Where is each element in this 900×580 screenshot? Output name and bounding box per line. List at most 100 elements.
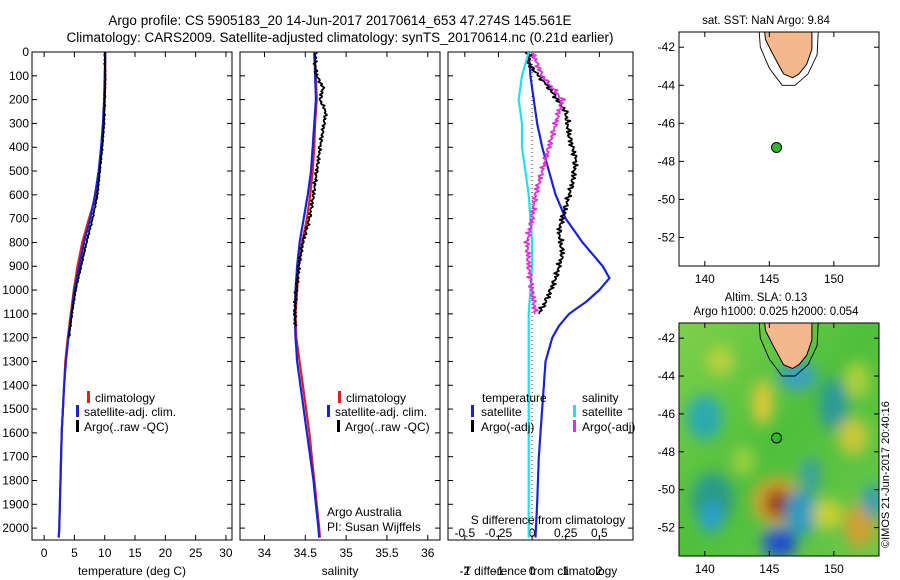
difference-panel: -2 -1 0 1 2-0.5 -0.25 0 0.25 0.5T difference fro… [448, 51, 633, 578]
sla-anomaly-blob [844, 360, 870, 399]
sla-anomaly-blob [784, 489, 819, 536]
lon-tick-label: 150 [824, 562, 844, 576]
y-tick-label: 500 [9, 164, 29, 178]
legend-swatch-satellite [327, 405, 330, 417]
salinity-panel: 34 34.5 35 35.5 36 salinity [240, 51, 440, 578]
difference-legend: temperature satellite Argo(-adj) salinit… [471, 391, 635, 434]
lat-tick-label: -46 [658, 407, 676, 421]
lon-tick-label: 145 [759, 272, 779, 286]
y-tick-label: 2000 [2, 521, 29, 535]
temperature-legend: climatology satellite-adj. clim. Argo(..… [76, 391, 176, 434]
top-x-tick-label: -0.5 [454, 526, 475, 540]
series-line-temperature-satellite [527, 51, 611, 538]
lat-tick-label: -48 [658, 154, 676, 168]
y-tick-label: 300 [9, 116, 29, 130]
top-x-tick-label: -0.25 [485, 526, 513, 540]
lat-tick-label: -52 [658, 521, 676, 535]
temperature-panel: 0 5 10 15 20 25 300100200300400500600700800900… [2, 45, 233, 578]
y-tick-label: 0 [22, 45, 29, 59]
x-tick-label: 10 [98, 546, 112, 560]
series-line-salinity-argo-adj- [523, 51, 567, 315]
sla-anomaly-blob [819, 377, 849, 431]
sla-anomaly-blob [800, 457, 821, 492]
legend-label-climatology: climatology [95, 391, 155, 405]
x-tick-label: -1 [493, 564, 504, 578]
legend-label-argo: Argo(..raw -QC) [345, 420, 430, 434]
argo-float-marker [771, 432, 783, 444]
argo-float-marker [771, 141, 783, 153]
sla-anomaly-blob [770, 495, 787, 515]
legend-swatch-temp-satellite [471, 405, 474, 417]
series-line-temperature-argo-adj- [525, 51, 579, 315]
lon-tick-label: 140 [695, 272, 715, 286]
lat-tick-label: -44 [658, 369, 676, 383]
sla-anomaly-blob [773, 535, 792, 555]
sla-anomalies [686, 345, 879, 556]
y-tick-label: 1900 [2, 497, 29, 511]
series-line-satellite-adj-clim- [57, 51, 107, 538]
legend-swatch-sal-satellite [573, 405, 576, 417]
difference-panel-frame [447, 51, 634, 541]
lat-tick-label: -44 [658, 78, 676, 92]
lon-tick-label: 140 [695, 562, 715, 576]
x-tick-label: 20 [159, 546, 173, 560]
y-tick-label: 600 [9, 188, 29, 202]
top-x-tick-label: 0.5 [591, 526, 608, 540]
y-tick-label: 1700 [2, 450, 29, 464]
x-tick-label: 36 [421, 546, 435, 560]
x-tick-label: 0 [529, 564, 536, 578]
sla-map-title-line1: Altim. SLA: 0.13 [725, 292, 807, 304]
legend-label-temp-satellite: satellite [481, 405, 522, 419]
legend-heading-temperature: temperature [482, 391, 547, 405]
sla-anomaly-blob [811, 499, 843, 530]
x-tick-label: 35.5 [375, 546, 399, 560]
lat-tick-label: -52 [658, 230, 676, 244]
x-tick-label: 34.5 [294, 546, 318, 560]
top-x-tick-label: 0.25 [554, 526, 578, 540]
lat-tick-label: -46 [658, 116, 676, 130]
y-tick-label: 1000 [2, 283, 29, 297]
y-tick-label: 900 [9, 259, 29, 273]
legend-swatch-sal-argo [573, 420, 576, 432]
series-line-salinity-satellite [517, 51, 534, 538]
y-tick-label: 100 [9, 69, 29, 83]
legend-swatch-satellite [76, 405, 79, 417]
y-tick-label: 200 [9, 93, 29, 107]
y-tick-label: 1100 [3, 307, 29, 321]
x-tick-label: 15 [128, 546, 142, 560]
tasmania-landmass [764, 32, 813, 79]
x-tick-label: 1 [562, 564, 569, 578]
sla-anomaly-blob [837, 417, 869, 456]
sla-map-title-line2: Argo h1000: 0.025 h2000: 0.054 [694, 306, 860, 318]
map-area [758, 32, 819, 86]
legend-swatch-argo [76, 420, 79, 432]
sla-map-panel: 140 145 150 -42 -44 -46 -48 -50 -52 [658, 322, 880, 576]
tasmania-landmass [764, 323, 813, 370]
x-tick-label: 2 [596, 564, 603, 578]
legend-swatch-climatology [87, 391, 90, 403]
imos-watermark: ©IMOS 21-Jun-2017 20:40:16 [880, 401, 892, 548]
difference-top-axis-label: S difference from climatology [471, 513, 626, 527]
sla-anomaly-blob [686, 394, 723, 441]
legend-label-sal-argo: Argo(-adj) [582, 420, 635, 434]
y-tick-label: 1400 [2, 378, 29, 392]
y-tick-label: 700 [9, 212, 29, 226]
map-frame [678, 31, 880, 267]
lat-tick-label: -48 [658, 445, 676, 459]
salinity-legend: climatology satellite-adj. clim. Argo(..… [327, 391, 430, 434]
lat-tick-label: -42 [658, 40, 676, 54]
series-line-climatology [57, 52, 107, 538]
sst-map-title: sat. SST: NaN Argo: 9.84 [702, 15, 830, 27]
lat-tick-label: -42 [658, 331, 676, 345]
legend-swatch-climatology [338, 391, 341, 403]
y-tick-label: 1600 [2, 426, 29, 440]
temperature-panel-frame [31, 51, 233, 541]
legend-swatch-argo [337, 420, 340, 432]
y-tick-label: 400 [9, 140, 29, 154]
legend-label-temp-argo: Argo(-adj) [481, 420, 534, 434]
sla-anomaly-blob [863, 484, 879, 519]
series-line-argo-raw-qc- [67, 51, 107, 338]
shelf-contour-line [758, 32, 819, 86]
credit-group: Argo Australia [327, 505, 402, 519]
